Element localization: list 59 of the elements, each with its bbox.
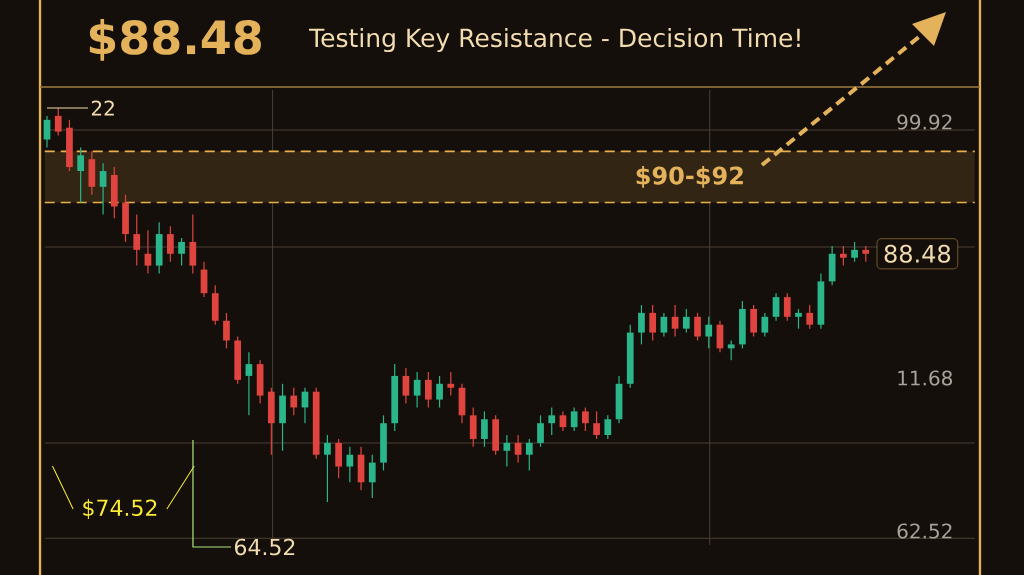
annotation: $74.52 <box>83 499 157 519</box>
annotation: 22 <box>91 100 114 116</box>
candlestick <box>727 339 735 361</box>
candlestick <box>761 312 769 338</box>
candlestick <box>424 371 432 409</box>
candlestick <box>649 304 657 342</box>
candlestick <box>851 241 858 263</box>
candlestick <box>593 410 600 440</box>
text: 99.92 <box>897 114 952 130</box>
candlestick <box>447 371 455 397</box>
candlestick <box>570 406 578 432</box>
candlestick <box>582 406 589 432</box>
candlestick <box>694 312 701 342</box>
candlestick <box>144 229 152 275</box>
candlestick <box>705 316 713 349</box>
candlestick <box>54 107 62 137</box>
candlestick <box>133 213 141 267</box>
candlestick <box>772 292 780 322</box>
candlestick <box>346 446 354 483</box>
candlestick <box>638 304 645 345</box>
candlestick <box>839 245 847 267</box>
text: 11.68 <box>898 370 953 386</box>
candlestick <box>178 237 185 267</box>
candlestick <box>559 410 567 432</box>
candlestick <box>99 162 107 215</box>
candlestick <box>368 454 376 499</box>
text: 64.52 <box>234 538 295 556</box>
candlestick <box>469 406 477 448</box>
candlestick <box>525 438 533 472</box>
candlestick <box>167 225 174 263</box>
band-label: $90-$92 <box>636 166 743 188</box>
candlestick <box>503 434 511 468</box>
chart-subtitle: Testing Key Resistance - Decision Time! <box>309 27 800 53</box>
candlestick <box>750 304 757 338</box>
candlestick <box>537 414 544 448</box>
text: 88.48 <box>884 244 951 263</box>
candlestick <box>402 367 410 405</box>
candlestick <box>514 434 522 464</box>
candlestick <box>189 213 197 275</box>
candlestick <box>548 406 556 436</box>
candlestick <box>806 304 814 330</box>
candlestick <box>795 308 802 330</box>
text: 62.52 <box>897 523 952 539</box>
candlestick <box>77 146 85 204</box>
candlestick <box>783 292 791 322</box>
candlestick <box>413 371 421 409</box>
candlestick <box>682 308 690 334</box>
candlestick <box>481 410 488 448</box>
candlestick <box>223 312 230 349</box>
candlestick <box>43 115 51 148</box>
chart-title: $88.48 <box>89 19 261 61</box>
candlestick <box>436 375 443 409</box>
candlestick <box>604 414 612 440</box>
candlestick <box>335 438 342 479</box>
candlestick <box>290 387 298 416</box>
candlestick <box>660 312 668 338</box>
candlestick <box>671 304 679 338</box>
candlestick <box>324 434 331 503</box>
candlestick <box>245 351 253 416</box>
